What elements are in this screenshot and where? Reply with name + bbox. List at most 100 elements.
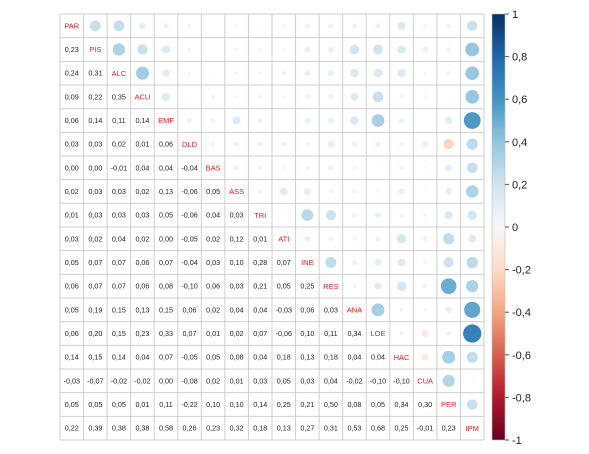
variable-label: BAS xyxy=(206,163,221,172)
correlation-circle xyxy=(257,141,263,147)
correlation-circle xyxy=(396,281,407,291)
correlation-circle xyxy=(465,90,480,104)
correlation-circle xyxy=(327,117,335,124)
correlation-circle xyxy=(282,95,286,99)
correlation-value: 0,10 xyxy=(206,400,220,409)
correlation-value: -0,10 xyxy=(181,282,197,291)
correlation-circle xyxy=(234,71,239,76)
correlation-value: 0,06 xyxy=(159,140,173,149)
correlation-circle xyxy=(374,282,382,290)
correlation-circle xyxy=(375,212,381,219)
correlation-value: 0,14 xyxy=(88,116,102,125)
correlation-circle xyxy=(351,141,358,147)
correlation-circle xyxy=(161,92,171,101)
correlation-circle xyxy=(258,165,263,171)
correlation-value: -0,22 xyxy=(181,400,197,409)
correlation-value: 0,05 xyxy=(65,305,79,314)
correlation-circle xyxy=(137,44,148,55)
correlation-value: -0,10 xyxy=(370,376,386,385)
correlation-circle xyxy=(304,235,311,242)
variable-label: PER xyxy=(441,400,457,409)
correlation-value: 0,03 xyxy=(300,376,314,385)
correlation-circle xyxy=(422,236,428,242)
correlation-value: 0,03 xyxy=(135,211,149,220)
correlation-value: 0,15 xyxy=(112,329,126,338)
correlation-value: 0,05 xyxy=(277,376,291,385)
correlation-circle xyxy=(161,45,171,54)
correlation-value: 0,03 xyxy=(65,234,79,243)
colorbar-tick-label: -0,2 xyxy=(512,265,531,277)
correlation-value: 0,28 xyxy=(253,258,267,267)
correlation-circle xyxy=(350,116,359,125)
correlation-circle xyxy=(466,256,478,269)
correlation-value: 0,01 xyxy=(253,234,267,243)
correlation-circle xyxy=(210,94,216,100)
correlation-circle xyxy=(282,47,286,52)
correlation-circle xyxy=(328,94,334,100)
correlation-circle xyxy=(233,141,240,147)
correlation-circle xyxy=(463,112,481,129)
correlation-value: 0,07 xyxy=(112,282,126,291)
variable-label: HAC xyxy=(394,353,410,362)
correlation-value: 0,03 xyxy=(206,258,220,267)
correlation-circle xyxy=(421,141,429,148)
colorbar-tick-label: 0,6 xyxy=(512,94,527,106)
correlation-value: 0,50 xyxy=(324,400,338,409)
variable-label: LOE xyxy=(370,329,385,338)
correlation-circle xyxy=(232,116,241,125)
correlation-value: -0,08 xyxy=(181,376,197,385)
correlation-circle xyxy=(376,189,380,194)
correlation-value: 0,23 xyxy=(206,424,220,433)
correlation-value: 0,31 xyxy=(88,69,102,78)
correlation-circle xyxy=(186,117,193,124)
colorbar-tick-label: -0,6 xyxy=(512,350,531,362)
correlation-circle xyxy=(440,278,457,294)
correlation-circle xyxy=(304,117,311,124)
correlation-value: 0,11 xyxy=(324,329,337,338)
variable-label: PAR xyxy=(64,21,79,30)
variable-label: CUA xyxy=(417,376,433,385)
correlation-value: 0,38 xyxy=(112,424,126,433)
correlation-circle xyxy=(443,138,454,150)
correlation-value: 0,01 xyxy=(135,140,149,149)
variable-label: IPM xyxy=(466,424,479,433)
correlation-value: 0,07 xyxy=(112,258,126,267)
correlation-circle xyxy=(464,301,481,318)
correlation-value: 0,15 xyxy=(112,305,126,314)
correlation-circle xyxy=(446,70,452,76)
correlation-value: 0,05 xyxy=(65,400,79,409)
correlation-circle xyxy=(399,307,404,313)
correlation-value: 0,03 xyxy=(230,211,244,220)
correlation-value: 0,14 xyxy=(135,116,149,125)
correlation-value: 0,04 xyxy=(230,305,244,314)
correlation-circle xyxy=(351,23,357,29)
correlation-circle xyxy=(281,70,286,76)
correlation-value: 0,13 xyxy=(135,305,149,314)
correlation-value: 0,10 xyxy=(230,258,244,267)
correlation-value: 0,05 xyxy=(65,258,79,267)
correlation-value: 0,10 xyxy=(300,329,314,338)
correlation-circle xyxy=(325,210,336,221)
correlation-value: 0,22 xyxy=(88,92,102,101)
correlation-circle xyxy=(304,23,310,29)
colorbar-tick-label: 0,8 xyxy=(512,52,527,64)
correlation-circle xyxy=(112,43,126,56)
correlation-value: -0,04 xyxy=(181,258,197,267)
correlation-value: 0,34 xyxy=(347,329,361,338)
correlation-circle xyxy=(466,162,478,174)
correlation-value: -0,02 xyxy=(111,376,127,385)
correlation-value: 0,34 xyxy=(395,400,409,409)
correlation-value: 0,20 xyxy=(88,329,102,338)
correlation-circle xyxy=(444,211,453,220)
correlation-value: -0,01 xyxy=(417,424,433,433)
correlation-value: 0,07 xyxy=(88,282,102,291)
correlation-circle xyxy=(397,45,406,54)
correlation-circle xyxy=(446,47,452,52)
correlation-value: 0,07 xyxy=(183,329,197,338)
correlation-value: 0,04 xyxy=(135,163,149,172)
correlation-value: 0,18 xyxy=(277,353,291,362)
correlation-value: 0,68 xyxy=(371,424,385,433)
correlation-circle xyxy=(281,141,287,147)
correlation-value: 0,05 xyxy=(371,400,385,409)
correlation-value: 0,02 xyxy=(135,187,149,196)
